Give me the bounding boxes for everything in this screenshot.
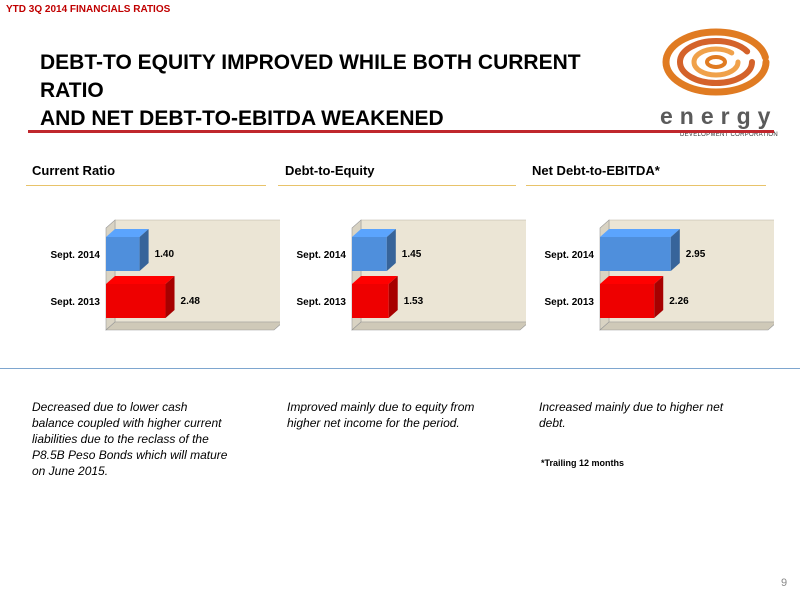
note-line: liabilities due to the reclass of the xyxy=(32,432,209,446)
note-net-debt-ebitda: Increased mainly due to higher net debt. xyxy=(539,399,723,431)
note-line: Decreased due to lower cash xyxy=(32,400,188,414)
data-label: 2.26 xyxy=(669,296,689,307)
title-divider xyxy=(28,130,774,133)
bar-group xyxy=(106,276,175,318)
data-label: 1.40 xyxy=(155,249,175,260)
chart-debt-to-equity: Sept. 2014 1.45 Sept. 2013 1.53 xyxy=(276,208,526,333)
note-line: debt. xyxy=(539,416,566,430)
bar-top-face xyxy=(352,276,398,284)
bar-side-face xyxy=(654,276,664,318)
bar-side-face xyxy=(139,229,149,271)
bar-side-face xyxy=(388,276,398,318)
chart-floor xyxy=(599,321,774,331)
category-label: Sept. 2014 xyxy=(545,250,595,261)
company-logo: energy DEVELOPMENT CORPORATION xyxy=(652,24,778,138)
bar-group xyxy=(600,229,680,271)
bar xyxy=(106,237,140,271)
panel-rule-1 xyxy=(26,185,266,186)
category-label: Sept. 2014 xyxy=(297,250,347,261)
slide-title-line-2: AND NET DEBT-TO-EBITDA WEAKENED xyxy=(40,107,444,130)
chart-floor xyxy=(351,321,526,331)
section-header-label: YTD 3Q 2014 FINANCIALS RATIOS xyxy=(6,4,171,15)
page-number: 9 xyxy=(781,577,788,589)
note-line: P8.5B Peso Bonds which will mature xyxy=(32,448,228,462)
bar xyxy=(600,237,671,271)
panel-heading-net-debt-ebitda: Net Debt-to-EBITDA* xyxy=(532,163,660,178)
note-current-ratio: Decreased due to lower cash balance coup… xyxy=(32,399,227,479)
category-label: Sept. 2013 xyxy=(545,297,595,308)
chart-svg-current-ratio: Sept. 2014 1.40 Sept. 2013 2.48 xyxy=(51,219,280,331)
bar-top-face xyxy=(352,229,396,237)
panel-rule-3 xyxy=(526,185,766,186)
category-label: Sept. 2014 xyxy=(51,250,101,261)
bar-top-face xyxy=(106,276,175,284)
bar xyxy=(106,284,166,318)
bar-group xyxy=(600,276,664,318)
bar-group xyxy=(352,229,396,271)
panel-heading-current-ratio: Current Ratio xyxy=(32,163,116,178)
data-label: 1.53 xyxy=(404,296,424,307)
chart-svg-net-debt-ebitda: Sept. 2014 2.95 Sept. 2013 2.26 xyxy=(545,219,774,331)
slide-title: DEBT-TO EQUITY IMPROVED WHILE BOTH CURRE… xyxy=(40,49,640,133)
data-label: 1.45 xyxy=(402,249,422,260)
panel-heading-debt-to-equity: Debt-to-Equity xyxy=(285,163,375,178)
chart-current-ratio: Sept. 2014 1.40 Sept. 2013 2.48 xyxy=(30,208,280,333)
bar-side-face xyxy=(386,229,396,271)
category-label: Sept. 2013 xyxy=(51,297,101,308)
logo-wordmark: energy xyxy=(660,103,778,129)
logo-swirl-icon xyxy=(662,28,770,96)
note-line: Improved mainly due to equity from xyxy=(287,400,475,414)
logo-subtitle: DEVELOPMENT CORPORATION xyxy=(680,132,779,138)
note-debt-to-equity: Improved mainly due to equity from highe… xyxy=(287,399,474,431)
bar-side-face xyxy=(165,276,175,318)
note-line: Increased mainly due to higher net xyxy=(539,400,724,414)
bar-top-face xyxy=(600,276,664,284)
note-line: balance coupled with higher current xyxy=(32,416,222,430)
bar xyxy=(352,284,389,318)
note-line: on June 2015. xyxy=(32,464,109,478)
section-separator xyxy=(0,368,800,369)
footnote: *Trailing 12 months xyxy=(541,458,625,468)
data-label: 2.95 xyxy=(686,249,706,260)
slide-title-line-1: DEBT-TO EQUITY IMPROVED WHILE BOTH CURRE… xyxy=(40,51,581,102)
chart-svg-debt-to-equity: Sept. 2014 1.45 Sept. 2013 1.53 xyxy=(297,219,526,331)
data-label: 2.48 xyxy=(181,296,201,307)
note-line: higher net income for the period. xyxy=(287,416,460,430)
bar-group xyxy=(106,229,149,271)
panel-rule-2 xyxy=(278,185,516,186)
bar xyxy=(352,237,387,271)
bar xyxy=(600,284,655,318)
bar-side-face xyxy=(670,229,680,271)
bar-top-face xyxy=(600,229,680,237)
chart-floor xyxy=(105,321,280,331)
bar-group xyxy=(352,276,398,318)
category-label: Sept. 2013 xyxy=(297,297,347,308)
bar-top-face xyxy=(106,229,149,237)
chart-net-debt-ebitda: Sept. 2014 2.95 Sept. 2013 2.26 xyxy=(524,208,774,333)
